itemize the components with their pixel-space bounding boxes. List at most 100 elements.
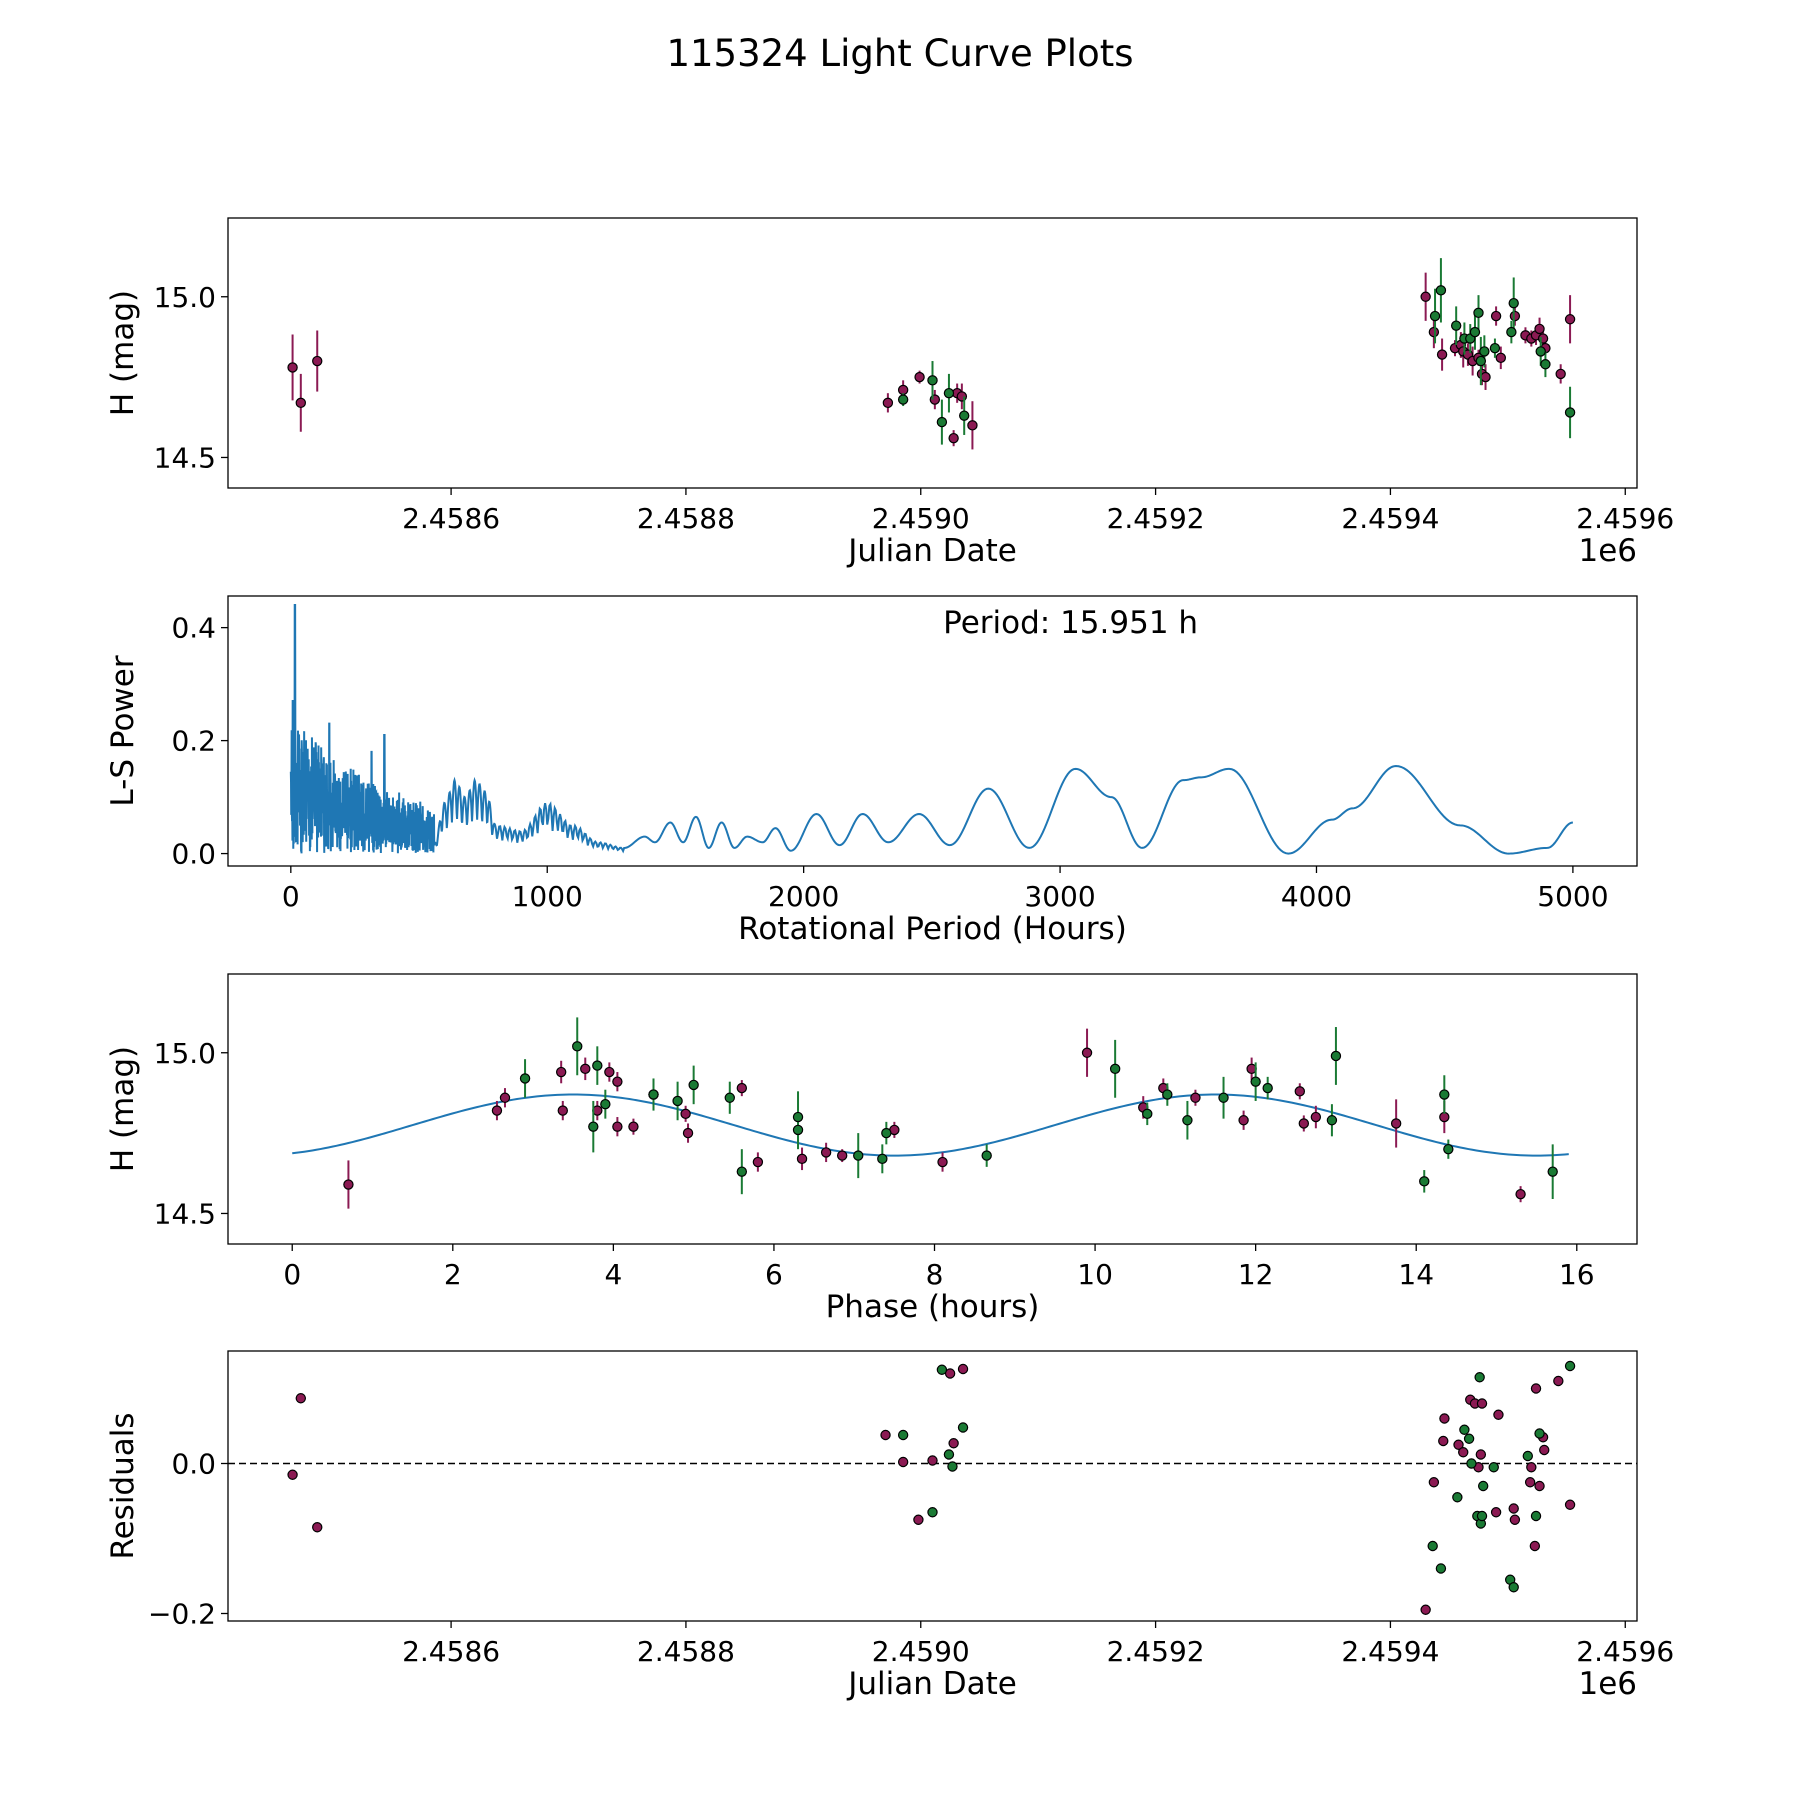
data-point — [612, 1076, 623, 1087]
data-point — [796, 1153, 808, 1165]
data-point — [1438, 1435, 1449, 1447]
data-point — [555, 1066, 567, 1078]
x-tick-label: 10 — [1077, 1258, 1113, 1291]
subplots: 2.4586 2.4588 2.4590 2.4592 2.4594 2.4596 14.5… — [105, 217, 1674, 1702]
data-point — [1109, 1063, 1121, 1075]
data-point — [499, 1092, 511, 1103]
x-offset-label: 1e6 — [1578, 1666, 1637, 1702]
data-point — [1238, 1115, 1249, 1126]
data-point — [688, 1079, 699, 1091]
data-point — [752, 1156, 764, 1168]
data-point — [943, 1449, 955, 1460]
data-point — [1547, 1166, 1558, 1177]
x-tick-label: 14 — [1398, 1258, 1434, 1291]
data-point — [1330, 1050, 1342, 1062]
data-point — [491, 1105, 503, 1116]
y-tick-label: −0.2 — [148, 1598, 216, 1631]
data-point — [612, 1121, 623, 1132]
data-point — [836, 1150, 848, 1161]
data-point — [913, 1514, 924, 1525]
data-point — [1427, 1540, 1438, 1552]
x-tick-label: 2.4596 — [1576, 1635, 1674, 1668]
x-tick-label: 3000 — [1024, 880, 1095, 913]
data-point — [1458, 1447, 1469, 1458]
data-point — [1530, 1383, 1542, 1394]
data-point — [1489, 342, 1501, 354]
data-point — [948, 1438, 959, 1449]
data-point — [1473, 307, 1484, 319]
axes-frame — [227, 595, 1638, 867]
periodogram-line — [289, 604, 1574, 855]
data-point — [1435, 1563, 1447, 1574]
magenta-series — [287, 272, 1576, 450]
x-tick-label: 2.4586 — [402, 1635, 500, 1668]
data-point — [897, 1429, 909, 1441]
data-point — [1218, 1092, 1229, 1103]
data-point — [936, 1364, 948, 1375]
data-point — [1530, 1510, 1542, 1522]
residuals-subplot: 2.4586 2.4588 2.4590 2.4592 2.4594 2.4596 −0.2… — [105, 1350, 1674, 1702]
data-point — [1524, 1477, 1536, 1488]
y-tick-label: 0.4 — [171, 612, 216, 645]
data-point — [1429, 310, 1441, 322]
data-point — [947, 1461, 958, 1472]
x-tick-label: 4 — [604, 1258, 622, 1291]
data-point — [1508, 1503, 1519, 1514]
data-point — [957, 1422, 969, 1433]
data-point — [1250, 1076, 1261, 1087]
data-point — [1480, 371, 1491, 383]
data-point — [287, 1469, 298, 1480]
data-point — [853, 1150, 864, 1161]
lightcurve-subplot: 2.4586 2.4588 2.4590 2.4592 2.4594 2.4596 14.5… — [105, 217, 1674, 569]
x-tick-label: 2.4590 — [872, 502, 970, 535]
y-axis-label: L-S Power — [105, 655, 141, 806]
data-point — [1326, 1115, 1338, 1126]
axes-frame — [227, 1350, 1638, 1622]
data-point — [1522, 1450, 1534, 1462]
data-point — [1420, 291, 1431, 302]
data-point — [1439, 1413, 1450, 1424]
phase-marks — [292, 1017, 1569, 1209]
x-tick-label: 2.4594 — [1341, 1635, 1439, 1668]
data-point — [1469, 326, 1481, 338]
data-point — [981, 1150, 992, 1161]
data-point — [936, 416, 948, 428]
data-point — [1450, 320, 1462, 331]
data-point — [1262, 1082, 1273, 1094]
data-point — [1459, 1424, 1470, 1435]
y-tick-label: 0.0 — [171, 838, 216, 871]
data-point — [1435, 285, 1447, 296]
data-point — [1490, 310, 1502, 322]
data-point — [792, 1111, 804, 1123]
data-point — [881, 1127, 892, 1139]
data-point — [1535, 346, 1546, 357]
data-point — [1142, 1108, 1153, 1120]
y-tick-label: 0.2 — [171, 725, 216, 758]
data-point — [948, 432, 959, 444]
figure-title: 115324 Light Curve Plots — [666, 32, 1133, 75]
data-point — [287, 362, 298, 373]
data-point — [592, 1060, 603, 1071]
y-tick-label: 15.0 — [154, 1037, 216, 1070]
x-tick-label: 2.4592 — [1107, 1635, 1205, 1668]
x-tick-label: 2.4588 — [637, 502, 735, 535]
data-point — [572, 1041, 583, 1052]
data-point — [1466, 1458, 1477, 1469]
x-tick-label: 2.4592 — [1107, 502, 1205, 535]
data-point — [1539, 1444, 1550, 1456]
data-point — [557, 1105, 568, 1116]
x-axis-label: Julian Date — [846, 533, 1017, 569]
x-tick-label: 2.4594 — [1341, 502, 1439, 535]
periodogram-subplot: 0 1000 2000 3000 4000 5000 0.0 0.2 0.4 Rotational… — [105, 595, 1638, 947]
x-tick-label: 2.4590 — [872, 1635, 970, 1668]
data-point — [312, 1522, 323, 1533]
data-point — [736, 1166, 748, 1177]
data-point — [1529, 1540, 1541, 1552]
data-point — [1182, 1115, 1193, 1126]
x-tick-label: 4000 — [1281, 880, 1352, 913]
data-point — [1479, 346, 1490, 357]
data-point — [1540, 359, 1551, 370]
phase-subplot: 0 2 4 6 8 10 12 14 16 14.5 15.0 Phase (hours) H (mag… — [105, 973, 1638, 1325]
